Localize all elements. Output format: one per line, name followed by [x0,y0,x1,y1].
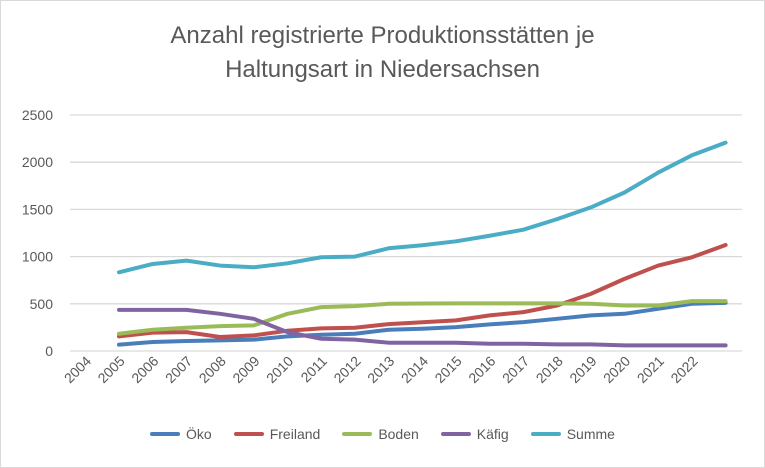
y-tick-label: 0 [45,343,53,359]
legend-swatch [150,432,181,436]
x-tick-label: 2005 [94,353,127,386]
legend-item: Freiland [233,426,321,442]
legend-swatch [342,432,373,436]
legend-item: Summe [530,426,615,442]
x-tick-label: 2009 [229,353,262,386]
x-tick-label: 2017 [499,353,532,386]
x-tick-label: 2010 [263,353,296,386]
x-tick-label: 2004 [61,353,94,386]
x-tick-label: 2007 [162,353,195,386]
x-tick-label: 2013 [364,353,397,386]
x-tick-label: 2020 [600,353,633,386]
chart-title-line-2: Haltungsart in Niedersachsen [225,56,540,83]
x-tick-label: 2014 [398,353,431,386]
chart-title-line-1: Anzahl registrierte Produktionsstätten j… [170,22,595,49]
x-tick-label: 2011 [297,353,330,386]
legend-label: Summe [566,426,615,442]
legend-swatch [530,432,561,436]
legend-swatch [440,432,471,436]
x-tick-label: 2006 [128,353,161,386]
y-tick-label: 1500 [22,201,53,217]
y-tick-label: 500 [30,296,54,312]
y-tick-label: 1000 [22,249,53,265]
x-tick-label: 2019 [566,353,599,386]
x-tick-label: 2008 [196,353,229,386]
legend-label: Boden [378,426,419,442]
series-line-freiland [117,242,728,340]
legend-swatch [233,432,264,436]
legend: Öko Freiland Boden Käfig Summe [0,426,765,442]
x-tick-label: 2022 [667,353,700,386]
x-tick-label: 2015 [431,353,464,386]
x-tick-label: 2018 [533,353,566,386]
x-tick-label: 2016 [465,353,498,386]
legend-item: Öko [150,426,212,442]
y-tick-label: 2000 [22,154,53,170]
legend-item: Boden [342,426,419,442]
y-tick-label: 2500 [22,107,53,123]
legend-label: Käfig [476,426,509,442]
x-tick-label: 2012 [330,353,363,386]
legend-label: Freiland [269,426,321,442]
legend-label: Öko [186,426,212,442]
x-tick-label: 2021 [634,353,667,386]
legend-item: Käfig [440,426,509,442]
